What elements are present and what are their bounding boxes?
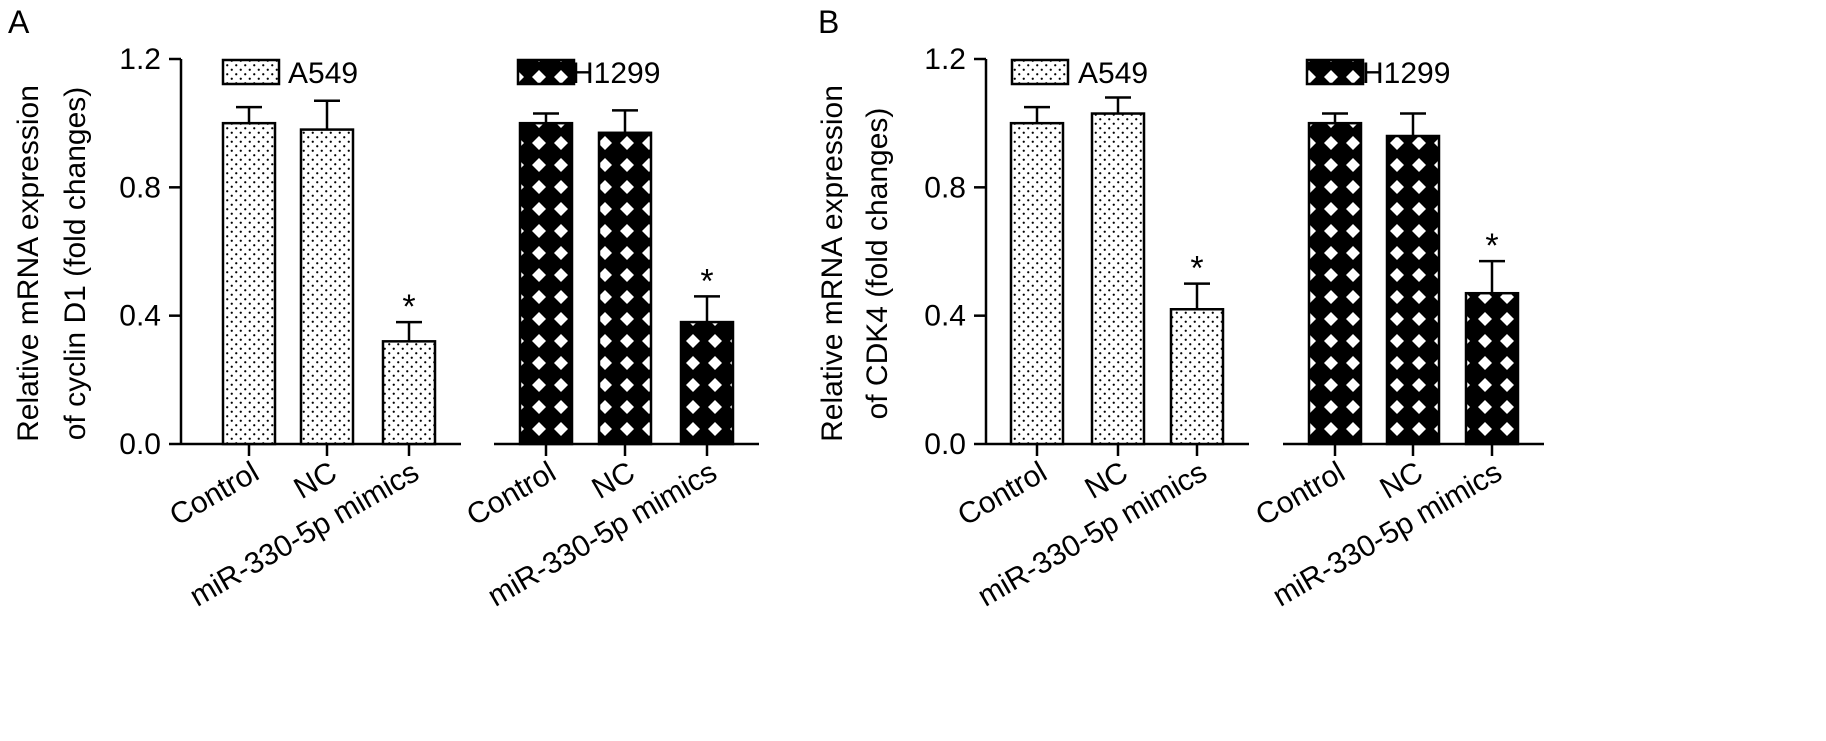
legend-label: H1299	[1362, 57, 1450, 90]
bar-a549-0	[1009, 121, 1065, 446]
y-axis-title-line2: of cyclin D1 (fold changes)	[59, 87, 92, 441]
y-axis-title-line1: Relative mRNA expression	[816, 85, 849, 442]
legend-label: A549	[1078, 57, 1148, 90]
y-axis-title-line1: Relative mRNA expression	[12, 85, 45, 442]
panel-label: B	[818, 4, 839, 40]
bar-h1299-2	[1464, 291, 1520, 446]
y-tick-label: 0.4	[119, 300, 161, 333]
y-tick-label: 0.8	[119, 171, 161, 204]
bar-h1299-1	[597, 131, 653, 446]
y-tick-label: 0.8	[924, 171, 966, 204]
x-category-label: Control	[952, 455, 1052, 532]
bar-h1299-2	[679, 320, 735, 446]
bar-a549-2	[381, 340, 437, 446]
bar-a549-0	[221, 121, 277, 446]
panel-label: A	[8, 4, 30, 40]
y-tick-label: 0.4	[924, 300, 966, 333]
y-axis-title-line2: of CDK4 (fold changes)	[861, 108, 894, 420]
significance-marker: *	[700, 262, 713, 300]
bar-a549-1	[299, 128, 355, 446]
bar-a549-2	[1169, 308, 1225, 446]
panel-a: A Relative mRNA expression of cyclin D1 (f…	[8, 4, 759, 613]
legend-swatch	[221, 58, 281, 86]
y-tick-label: 0.0	[119, 428, 161, 461]
y-tick-label: 1.2	[924, 43, 966, 76]
significance-marker: *	[1485, 227, 1498, 265]
x-category-label: Control	[1250, 455, 1350, 532]
significance-marker: *	[1190, 250, 1203, 288]
legend-swatch	[516, 58, 576, 86]
y-tick-label: 1.2	[119, 43, 161, 76]
x-category-label: Control	[461, 455, 561, 532]
x-category-label: Control	[164, 455, 264, 532]
legend-swatch	[1305, 58, 1365, 86]
significance-marker: *	[402, 288, 415, 326]
bar-h1299-0	[1307, 121, 1363, 446]
panel-b: B Relative mRNA expression of CDK4 (fold c…	[816, 4, 1544, 613]
legend-swatch	[1010, 58, 1070, 86]
legend-label: H1299	[572, 57, 660, 90]
bar-a549-1	[1090, 112, 1146, 446]
bar-h1299-1	[1385, 134, 1441, 446]
legend-label: A549	[288, 57, 358, 90]
bar-h1299-0	[518, 121, 574, 446]
y-tick-label: 0.0	[924, 428, 966, 461]
